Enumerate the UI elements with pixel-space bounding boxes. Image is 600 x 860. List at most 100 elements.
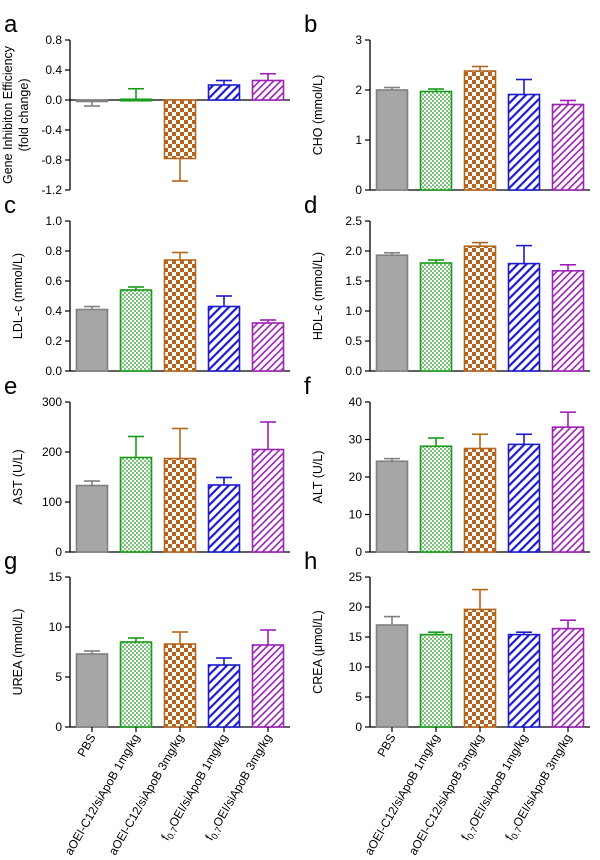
- y-tick-label: 10: [349, 508, 363, 522]
- bar-4: [507, 633, 541, 728]
- y-axis-label: ALT (U/L): [311, 450, 325, 503]
- x-category-label: aOEI-C12/siApoB 1mg/kg: [62, 732, 143, 858]
- panel-h: h CREA (μmol/L) 25 20 15 10 5 0 PBSaOEI-C12/siAp…: [304, 548, 590, 857]
- x-category-label: PBS: [74, 732, 98, 760]
- y-tick-label: 10: [49, 620, 63, 634]
- y-axis-label: (fold change): [17, 79, 31, 152]
- bar-4: [207, 484, 241, 553]
- bar-2: [119, 289, 153, 372]
- bar-2: [119, 98, 153, 102]
- bar-3: [163, 259, 197, 372]
- bar-4: [207, 305, 241, 372]
- panel-c: c LDL-c (mmol/L) 1.0 0.8 0.6 0.4 0.2 0.0: [4, 192, 290, 378]
- y-tick-label: 0.8: [45, 244, 62, 258]
- y-axis-label: UREA (mmol/L): [11, 609, 25, 696]
- y-tick-label: 0.0: [45, 364, 62, 378]
- bar-3: [463, 447, 497, 553]
- bar-3: [463, 70, 497, 191]
- panel-letter: e: [4, 373, 17, 400]
- bar-5: [251, 448, 285, 553]
- panel-letter: c: [4, 192, 16, 219]
- panel-letter: h: [304, 548, 317, 575]
- y-axis-label: HDL-c (mmol/L): [311, 252, 325, 340]
- y-tick-label: 2.5: [345, 214, 362, 228]
- y-tick-label: 40: [349, 395, 363, 409]
- y-tick-label: 20: [349, 470, 363, 484]
- panel-letter: d: [304, 192, 317, 219]
- bar-5: [551, 103, 585, 191]
- bar-3: [463, 608, 497, 728]
- y-tick-label: 0.2: [45, 334, 62, 348]
- y-tick-label: 25: [349, 570, 363, 584]
- bar-1: [375, 624, 409, 728]
- bar-2: [419, 90, 453, 191]
- panel-letter: a: [4, 11, 18, 38]
- bar-1: [375, 254, 409, 372]
- bar-3: [163, 643, 197, 728]
- bar-5: [251, 644, 285, 728]
- y-axis-label: CHO (mmol/L): [311, 75, 325, 156]
- y-tick-label: 0: [355, 720, 362, 734]
- y-axis-label: LDL-c (mmol/L): [11, 253, 25, 339]
- panel-d: d HDL-c (mmol/L) 2.5 2.0 1.5 1.0 0.5 0.0: [304, 192, 590, 378]
- y-tick-label: 0.0: [45, 93, 62, 107]
- bar-5: [551, 426, 585, 553]
- y-tick-label: 0.6: [45, 274, 62, 288]
- y-tick-label: 15: [49, 570, 63, 584]
- bar-4: [207, 84, 241, 101]
- y-tick-label: 1.5: [345, 274, 362, 288]
- y-axis-label: AST (U/L): [11, 449, 25, 504]
- y-tick-label: 1.0: [345, 304, 362, 318]
- panel-a: a Gene Inhibiton Efficiency (fold change) 0…: [1, 11, 290, 197]
- y-tick-label: 0: [355, 183, 362, 197]
- y-tick-label: 0.0: [345, 364, 362, 378]
- bar-5: [251, 79, 285, 101]
- y-tick-label: 20: [349, 600, 363, 614]
- bar-5: [551, 269, 585, 372]
- bar-2: [419, 633, 453, 728]
- y-tick-label: 0.4: [45, 63, 62, 77]
- bar-3: [163, 457, 197, 553]
- panel-f: f ALT (U/L) 40 30 20 10 0: [304, 373, 590, 559]
- x-category-label: aOEI-C12/siApoB 1mg/kg: [362, 732, 443, 858]
- y-tick-label: 15: [349, 630, 363, 644]
- y-tick-label: 0.4: [45, 304, 62, 318]
- y-tick-label: 2: [355, 83, 362, 97]
- bar-2: [119, 456, 153, 553]
- panel-b: b CHO (mmol/L) 3 2 1 0: [304, 11, 590, 197]
- bar-2: [419, 262, 453, 372]
- y-tick-label: 2.0: [345, 244, 362, 258]
- y-tick-label: 100: [42, 495, 62, 509]
- panel-letter: b: [304, 11, 317, 38]
- bar-5: [551, 627, 585, 728]
- y-tick-label: 5: [55, 670, 62, 684]
- y-tick-label: 10: [349, 660, 363, 674]
- y-tick-label: 0: [55, 720, 62, 734]
- y-axis-label: Gene Inhibiton Efficiency: [1, 45, 15, 184]
- bar-2: [419, 445, 453, 553]
- bar-4: [507, 443, 541, 553]
- y-tick-label: 300: [42, 395, 62, 409]
- bar-4: [507, 262, 541, 372]
- y-tick-label: -1.2: [41, 183, 62, 197]
- bar-3: [163, 99, 197, 160]
- bar-4: [207, 664, 241, 728]
- y-tick-label: 0.8: [45, 33, 62, 47]
- bar-3: [463, 245, 497, 372]
- y-tick-label: 30: [349, 433, 363, 447]
- bar-1: [75, 484, 109, 553]
- bar-1: [75, 308, 109, 372]
- y-tick-label: -0.8: [41, 153, 62, 167]
- bar-4: [507, 93, 541, 191]
- y-tick-label: 1.0: [45, 214, 62, 228]
- y-tick-label: 1: [355, 133, 362, 147]
- y-tick-label: 200: [42, 445, 62, 459]
- y-tick-label: -0.4: [41, 123, 62, 137]
- bar-5: [251, 322, 285, 372]
- bar-2: [119, 641, 153, 728]
- y-tick-label: 0.5: [345, 334, 362, 348]
- y-axis-label: CREA (μmol/L): [311, 610, 325, 694]
- panel-e: e AST (U/L) 300 200 100 0: [4, 373, 290, 559]
